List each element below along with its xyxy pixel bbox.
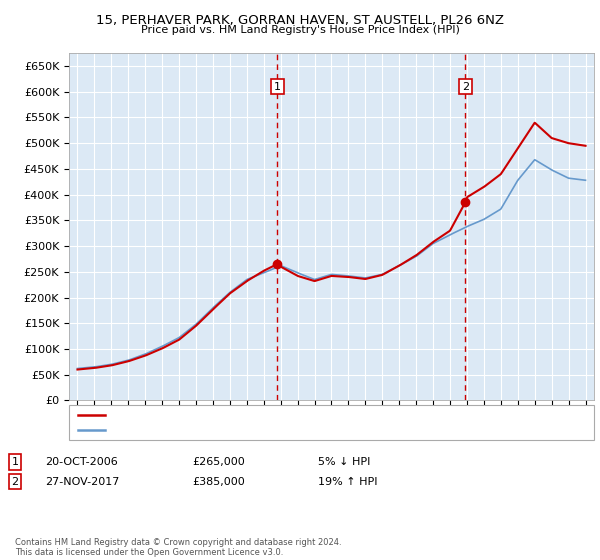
Text: 15, PERHAVER PARK, GORRAN HAVEN, ST AUSTELL, PL26 6NZ: 15, PERHAVER PARK, GORRAN HAVEN, ST AUST…: [96, 14, 504, 27]
Text: 1: 1: [11, 457, 19, 467]
Text: 20-OCT-2006: 20-OCT-2006: [45, 457, 118, 467]
Text: 2: 2: [462, 82, 469, 92]
Text: 27-NOV-2017: 27-NOV-2017: [45, 477, 119, 487]
Text: £385,000: £385,000: [192, 477, 245, 487]
Text: 2: 2: [11, 477, 19, 487]
Text: £265,000: £265,000: [192, 457, 245, 467]
Text: 15, PERHAVER PARK, GORRAN HAVEN, ST AUSTELL, PL26 6NZ (detached house): 15, PERHAVER PARK, GORRAN HAVEN, ST AUST…: [109, 409, 500, 419]
Text: HPI: Average price, detached house, Cornwall: HPI: Average price, detached house, Corn…: [109, 425, 332, 435]
Text: 1: 1: [274, 82, 281, 92]
Text: 19% ↑ HPI: 19% ↑ HPI: [318, 477, 377, 487]
Text: 5% ↓ HPI: 5% ↓ HPI: [318, 457, 370, 467]
Text: Price paid vs. HM Land Registry's House Price Index (HPI): Price paid vs. HM Land Registry's House …: [140, 25, 460, 35]
Text: Contains HM Land Registry data © Crown copyright and database right 2024.
This d: Contains HM Land Registry data © Crown c…: [15, 538, 341, 557]
